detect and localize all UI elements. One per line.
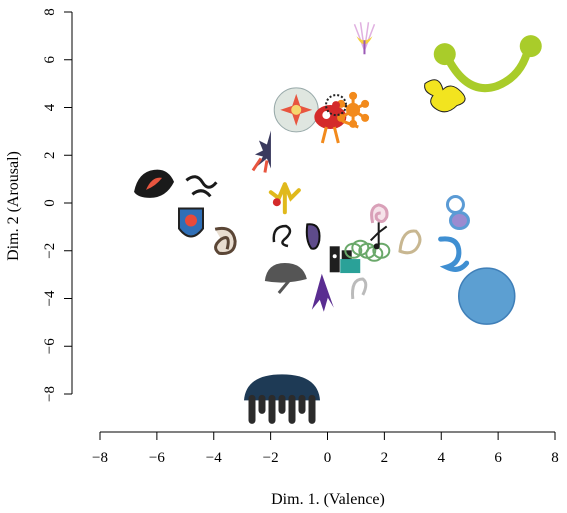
white-hook-icon bbox=[351, 277, 368, 300]
y-tick-label: −6 bbox=[42, 338, 58, 354]
x-tick-label: 2 bbox=[381, 450, 389, 466]
yellow-squiggle-icon bbox=[424, 79, 466, 113]
orange-splat-icon bbox=[337, 91, 370, 128]
blue-circle-icon bbox=[458, 267, 516, 325]
x-tick-label: −6 bbox=[149, 450, 165, 466]
stick-figure-icon bbox=[369, 222, 388, 250]
beige-shell-icon bbox=[398, 229, 422, 255]
green-coil-icon bbox=[344, 239, 391, 262]
y-axis-title: Dim. 2 (Arousal) bbox=[5, 151, 22, 261]
x-tick-label: −4 bbox=[206, 450, 222, 466]
purple-tuft-icon bbox=[311, 273, 334, 312]
x-tick-label: −2 bbox=[263, 450, 279, 466]
x-tick-label: −8 bbox=[92, 450, 108, 466]
black-flower-icon bbox=[325, 94, 348, 117]
y-tick-label: 6 bbox=[42, 56, 58, 64]
dark-jellyfish-icon bbox=[244, 374, 320, 424]
red-creature-icon bbox=[314, 105, 359, 144]
pink-swirl-icon bbox=[370, 203, 389, 224]
shield-face-icon bbox=[178, 207, 204, 238]
black-squiggle-icon bbox=[185, 175, 218, 198]
y-tick-label: −8 bbox=[42, 386, 58, 402]
y-tick-label: 2 bbox=[42, 152, 58, 160]
yellow-claw-icon bbox=[268, 182, 301, 215]
sunburst-icon bbox=[273, 87, 319, 133]
blue-wave-icon bbox=[438, 236, 470, 272]
y-tick-label: −4 bbox=[42, 290, 58, 306]
x-tick-label: 6 bbox=[494, 450, 502, 466]
y-axis-ticks: −8 −6 −4 −2 0 2 4 6 8 bbox=[42, 8, 72, 402]
y-tick-label: 0 bbox=[42, 199, 58, 207]
x-tick-label: 4 bbox=[438, 450, 446, 466]
teal-block-icon bbox=[340, 259, 361, 274]
x-axis-title: Dim. 1. (Valence) bbox=[271, 491, 385, 508]
green-u-shape-icon bbox=[433, 35, 542, 93]
tangled-brown-icon bbox=[214, 226, 237, 255]
knot-icon bbox=[272, 224, 292, 248]
x-axis-ticks: −8 −6 −4 −2 0 2 4 6 8 bbox=[92, 432, 559, 466]
blue-loops-icon bbox=[445, 195, 470, 231]
data-points bbox=[134, 22, 542, 424]
fan-flower-icon bbox=[353, 22, 376, 55]
grey-mushroom-icon bbox=[264, 263, 307, 294]
spiky-dark-icon bbox=[251, 130, 271, 173]
x-tick-label: 8 bbox=[551, 450, 559, 466]
x-tick-label: 0 bbox=[324, 450, 332, 466]
y-tick-label: 4 bbox=[42, 103, 58, 111]
y-tick-label: −2 bbox=[42, 243, 58, 259]
y-tick-label: 8 bbox=[42, 8, 58, 16]
purple-drop-icon bbox=[305, 223, 321, 250]
black-flame-icon bbox=[134, 169, 175, 198]
